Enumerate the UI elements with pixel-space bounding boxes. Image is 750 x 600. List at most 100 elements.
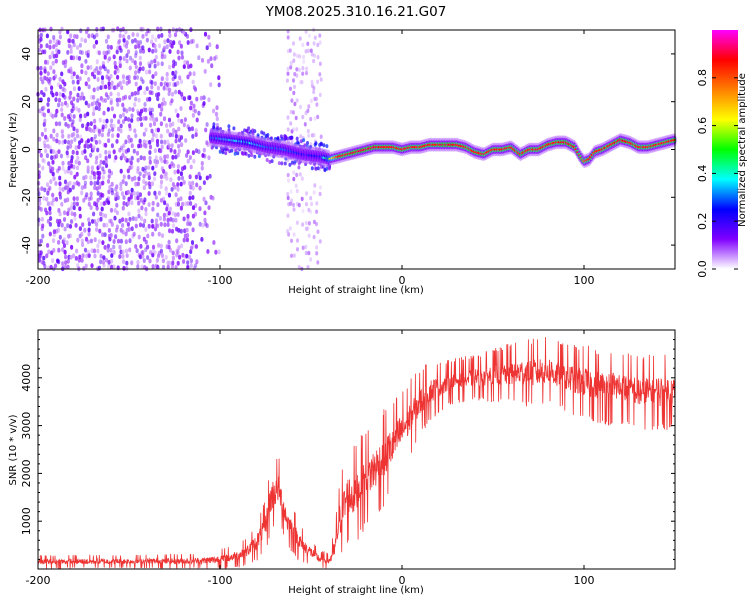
spectrogram-cell [101, 175, 105, 180]
spectrogram-cell [154, 163, 158, 169]
spectrogram-cell [176, 49, 180, 55]
spectrogram-cell [166, 260, 170, 266]
spectrogram-cell [94, 39, 99, 45]
figure-title: YM08.2025.310.16.21.G07 [265, 4, 447, 20]
spectrogram-cell [106, 34, 110, 40]
spectrogram-cell [130, 260, 134, 266]
spectrogram-cell [107, 154, 112, 159]
spectrogram-cell [96, 191, 100, 196]
spectrogram-cell [204, 127, 208, 133]
spectrogram-cell [106, 243, 110, 249]
spectrogram-cell [54, 121, 59, 127]
spectrogram-cell [58, 191, 62, 197]
spectrogram-cell [124, 29, 128, 35]
spectrogram-cell [67, 165, 71, 171]
spectrogram-cell [92, 211, 96, 217]
spectrogram-cell [292, 176, 296, 182]
spectrogram-cell [294, 115, 298, 121]
spectrogram-cell [43, 187, 47, 193]
spectrogram-cell [298, 172, 302, 177]
spectrogram-cell [174, 217, 178, 223]
spectrogram-cell [138, 171, 142, 177]
spectrogram-cell [98, 139, 102, 145]
spectrogram-cell [176, 249, 180, 255]
spectrogram-cell [98, 171, 102, 176]
spectrogram-cell [257, 154, 261, 159]
spectrogram-cell [305, 66, 309, 71]
spectrogram-cell [159, 248, 163, 254]
spectrogram-cell [180, 142, 184, 148]
spectrogram-cell [295, 53, 299, 58]
spectrogram-cell [160, 233, 165, 239]
spectrogram-cell [102, 160, 106, 166]
spectrogram-cell [307, 221, 311, 226]
spectrogram-cell [51, 60, 55, 66]
spectrogram-cell [305, 202, 308, 207]
spectrogram-cell [114, 155, 118, 160]
spectrogram-cell [204, 221, 208, 227]
spectrogram-cell [141, 48, 146, 54]
spectrogram-cell [205, 140, 209, 146]
spectrogram-cell [309, 209, 313, 214]
spectrogram-cell [165, 76, 169, 82]
spectrogram-cell [182, 180, 186, 185]
spectrogram-cell [142, 139, 146, 145]
spectrogram-cell [148, 107, 152, 113]
snr-series-line [38, 337, 675, 569]
spectrogram-cell [295, 136, 299, 141]
spectrogram-cell [55, 53, 59, 59]
spectrogram-cell [87, 103, 91, 108]
spectrogram-cell [52, 229, 57, 235]
spectrogram-cell [153, 81, 157, 86]
spectrogram-cell [98, 228, 102, 234]
spectrogram-cell [125, 253, 129, 258]
spectrogram-cell [168, 122, 172, 128]
spectrogram-cell [38, 108, 42, 114]
spectrogram-cell [115, 139, 119, 144]
spectrogram-cell [307, 104, 311, 109]
spectrogram-cell [66, 29, 70, 35]
y-tick-label: 1000 [20, 507, 33, 535]
spectrogram-cell [92, 128, 96, 134]
spectrogram-cell [186, 201, 190, 206]
spectrogram-cell [117, 126, 121, 132]
spectrogram-cell [73, 174, 77, 180]
spectrogram-cell [165, 44, 169, 50]
spectrogram-cell [58, 234, 62, 240]
spectrogram-cell [253, 154, 257, 159]
spectrogram-cell [286, 115, 290, 120]
spectrogram-cell [287, 232, 291, 237]
spectrogram-cell [97, 239, 101, 244]
spectrogram-cell [177, 55, 181, 61]
spectrogram-cell [90, 165, 94, 171]
spectrogram-cell [141, 253, 145, 259]
spectrogram-cell [130, 200, 134, 206]
spectrogram-cell [121, 153, 125, 158]
y-tick-label: 20 [20, 95, 33, 109]
spectrogram-cell [189, 263, 193, 268]
spectrogram-cell [151, 224, 155, 229]
spectrogram-cell [65, 103, 70, 108]
spectrogram-cell [124, 116, 128, 122]
spectrogram-cell [93, 185, 97, 191]
y-tick-label: 0 [20, 146, 33, 153]
spectrogram-cell [95, 155, 99, 161]
spectrogram-cell [39, 97, 43, 103]
spectrogram-cell [159, 243, 163, 249]
spectrogram-cell [113, 70, 117, 75]
spectrogram-cell [78, 206, 82, 212]
spectrogram-cell [138, 85, 143, 91]
spectrogram-cell [83, 184, 87, 190]
spectrogram-cell [93, 134, 97, 139]
spectrogram-cell [73, 34, 77, 39]
spectrogram-cell [92, 34, 96, 40]
spectrogram-cell [89, 127, 93, 133]
spectrogram-cell [72, 196, 76, 202]
spectrogram-cell [147, 175, 151, 181]
spectrogram-cell [89, 191, 93, 197]
spectrogram-cell [188, 181, 192, 186]
spectrogram-cell [146, 28, 150, 33]
spectrogram-cell [139, 244, 143, 249]
spectrogram-cell [154, 222, 158, 228]
spectrogram-cell [87, 201, 91, 207]
